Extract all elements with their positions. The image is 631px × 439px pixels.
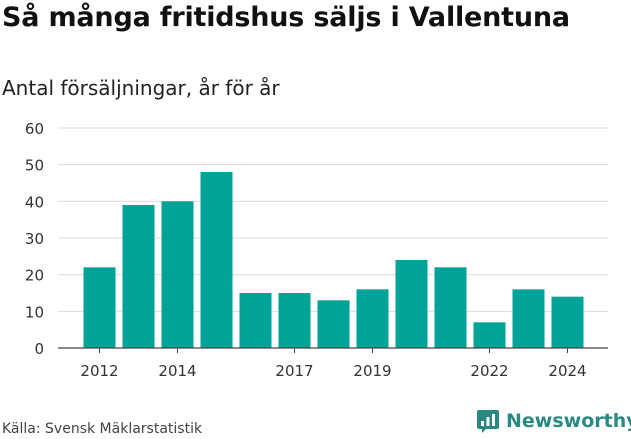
chart-title: Så många fritidshus säljs i Vallentuna xyxy=(2,2,570,33)
y-tick-label: 40 xyxy=(25,193,44,211)
bar-2013 xyxy=(122,205,155,348)
bar-2016 xyxy=(239,293,272,348)
brand-name: Newsworthy xyxy=(506,410,631,432)
bar-2022 xyxy=(473,322,506,348)
bar-chart: 0 10 20 30 40 50 60 2012 2014 2017 2019 2022 2024 xyxy=(25,120,608,380)
x-tick-label: 2014 xyxy=(158,362,196,380)
bar-2019 xyxy=(356,289,389,348)
y-tick-label: 20 xyxy=(25,267,44,285)
x-tick-label: 2024 xyxy=(548,362,586,380)
x-tick-label: 2017 xyxy=(275,362,313,380)
chart-subtitle: Antal försäljningar, år för år xyxy=(2,76,280,100)
bar-2014 xyxy=(161,201,194,348)
bar-2012 xyxy=(83,267,116,348)
newsworthy-logo-icon xyxy=(477,410,499,433)
source-note: Källa: Svensk Mäklarstatistik xyxy=(2,421,203,437)
x-tick-label: 2012 xyxy=(80,362,118,380)
bar-2020 xyxy=(395,260,428,348)
bar-2024 xyxy=(551,296,584,348)
x-tick-label: 2022 xyxy=(470,362,508,380)
bar-2017 xyxy=(278,293,311,348)
bar-2021 xyxy=(434,267,467,348)
bar-2023 xyxy=(512,289,545,348)
y-tick-label: 10 xyxy=(25,303,44,321)
y-tick-label: 30 xyxy=(25,230,44,248)
y-tick-label: 0 xyxy=(34,340,44,358)
bar-2015 xyxy=(200,172,233,348)
y-tick-label: 60 xyxy=(25,120,44,138)
y-tick-label: 50 xyxy=(25,157,44,175)
x-tick-label: 2019 xyxy=(353,362,391,380)
brand-logo: Newsworthy xyxy=(476,408,631,434)
bar-2018 xyxy=(317,300,350,348)
